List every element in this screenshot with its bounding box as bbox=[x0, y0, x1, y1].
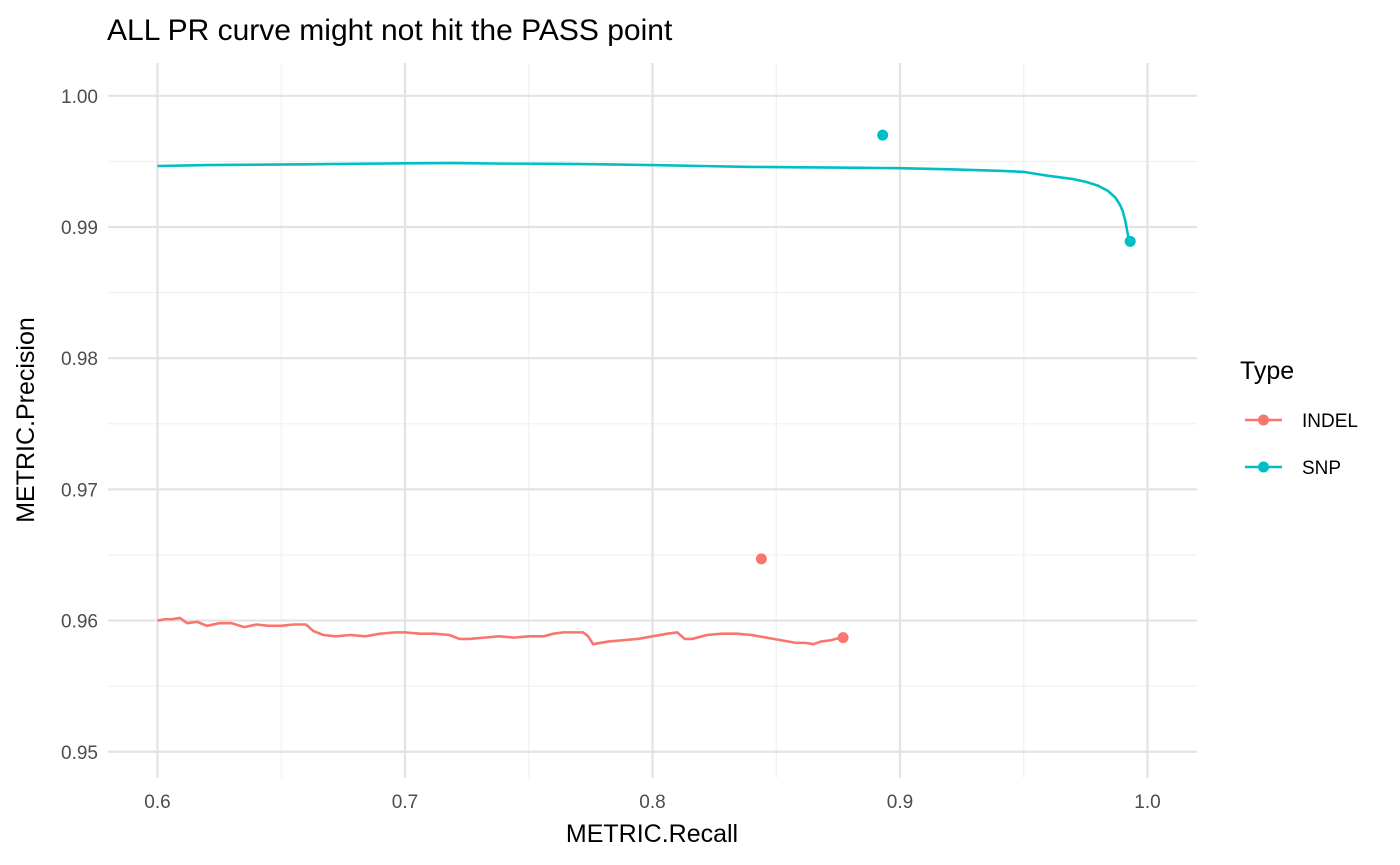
legend: Type INDEL SNP bbox=[1240, 357, 1358, 479]
y-tick-label: 0.98 bbox=[61, 349, 98, 370]
y-tick-label: 0.99 bbox=[61, 218, 98, 239]
y-tick-label: 0.97 bbox=[61, 480, 98, 501]
pass-point-snp bbox=[1124, 235, 1136, 247]
legend-entries: INDEL SNP bbox=[1245, 411, 1358, 479]
x-axis-title: METRIC.Recall bbox=[566, 820, 738, 848]
legend-key-point bbox=[1258, 461, 1269, 473]
chart-title: ALL PR curve might not hit the PASS poin… bbox=[107, 14, 673, 47]
x-tick-label: 0.7 bbox=[392, 792, 418, 813]
series-snp bbox=[157, 129, 1136, 247]
x-tick-label: 0.9 bbox=[887, 792, 913, 813]
grid bbox=[108, 63, 1197, 778]
y-tick-label: 0.96 bbox=[61, 612, 98, 633]
x-tick-label: 0.6 bbox=[144, 792, 170, 813]
x-tick-label: 1.0 bbox=[1134, 792, 1160, 813]
legend-entry-indel: INDEL bbox=[1245, 411, 1358, 432]
pass-point-indel bbox=[837, 632, 849, 644]
series-line-indel bbox=[157, 616, 844, 646]
legend-entry-snp: SNP bbox=[1245, 458, 1341, 479]
y-tick-label: 1.00 bbox=[61, 87, 98, 108]
y-tick-label: 0.95 bbox=[61, 743, 98, 764]
pass-point-indel bbox=[755, 553, 767, 565]
legend-label: SNP bbox=[1302, 458, 1341, 479]
series-indel bbox=[157, 553, 849, 646]
legend-title: Type bbox=[1240, 357, 1294, 385]
tick-labels: 0.6 0.7 0.8 0.9 1.0 0.95 0.96 0.97 0.98 0.99 1.00 bbox=[61, 87, 1161, 813]
x-tick-label: 0.8 bbox=[639, 792, 665, 813]
y-axis-title: METRIC.Precision bbox=[12, 317, 40, 523]
series-layer bbox=[157, 129, 1136, 646]
series-line-snp bbox=[157, 161, 1131, 241]
legend-label: INDEL bbox=[1302, 411, 1358, 432]
pass-point-snp bbox=[877, 129, 889, 141]
legend-key-point bbox=[1258, 414, 1269, 426]
